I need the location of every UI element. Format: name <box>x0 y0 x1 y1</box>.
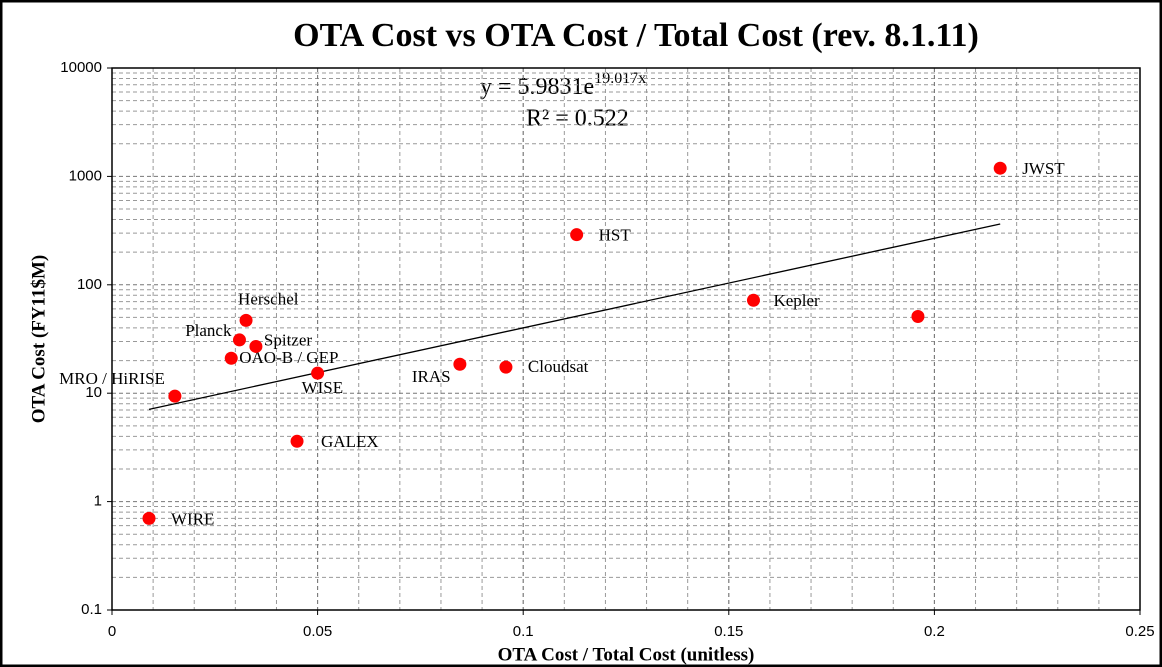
plot-area <box>111 67 1141 611</box>
trend-equation: y = 5.9831e19.017x <box>480 70 646 100</box>
point-label: WISE <box>302 378 344 397</box>
point <box>311 366 325 380</box>
point-label: Herschel <box>238 289 299 308</box>
point-label: Cloudsat <box>528 357 589 376</box>
x-tick-label: 0.1 <box>513 623 534 640</box>
point-label: OAO-B / GEP <box>239 348 338 367</box>
point <box>224 351 238 365</box>
point <box>570 228 584 242</box>
y-axis-label: OTA Cost (FY11$M) <box>28 255 49 424</box>
x-tick-label: 0.15 <box>714 623 743 640</box>
point <box>499 360 513 374</box>
trendline <box>148 223 1001 410</box>
point <box>142 511 156 525</box>
point-label: GALEX <box>321 432 379 451</box>
point-label: JWST <box>1022 159 1065 178</box>
r-squared: R² = 0.522 <box>526 106 629 132</box>
point <box>290 434 304 448</box>
point <box>746 293 760 307</box>
x-tick-label: 0.05 <box>303 623 332 640</box>
y-tick-label: 10000 <box>60 59 102 76</box>
x-tick-label: 0.2 <box>924 623 945 640</box>
point <box>239 313 253 327</box>
y-tick-label: 0.1 <box>81 601 102 618</box>
point-label: Planck <box>185 321 232 340</box>
point-label: HST <box>599 226 632 245</box>
point-label: Spitzer <box>264 330 312 349</box>
point <box>232 333 246 347</box>
point <box>249 339 263 353</box>
x-axis-label: OTA Cost / Total Cost (unitless) <box>498 644 755 665</box>
y-tick-label: 1000 <box>69 167 102 184</box>
point <box>453 357 467 371</box>
point-label: WIRE <box>171 509 214 528</box>
point <box>993 161 1007 175</box>
x-tick-label: 0.25 <box>1125 623 1154 640</box>
point <box>168 389 182 403</box>
point-label: Kepler <box>773 291 820 310</box>
equation: y = 5.9831e <box>480 74 594 100</box>
equation-exponent: 19.017x <box>594 70 646 87</box>
point <box>911 309 925 323</box>
y-tick-label: 10 <box>85 384 102 401</box>
point-label: IRAS <box>412 367 451 386</box>
chart-title: OTA Cost vs OTA Cost / Total Cost (rev. … <box>293 17 979 54</box>
y-tick-label: 100 <box>77 276 102 293</box>
y-tick-label: 1 <box>94 493 102 510</box>
point-label: MRO / HiRISE <box>59 369 165 388</box>
x-tick-label: 0 <box>108 623 116 640</box>
